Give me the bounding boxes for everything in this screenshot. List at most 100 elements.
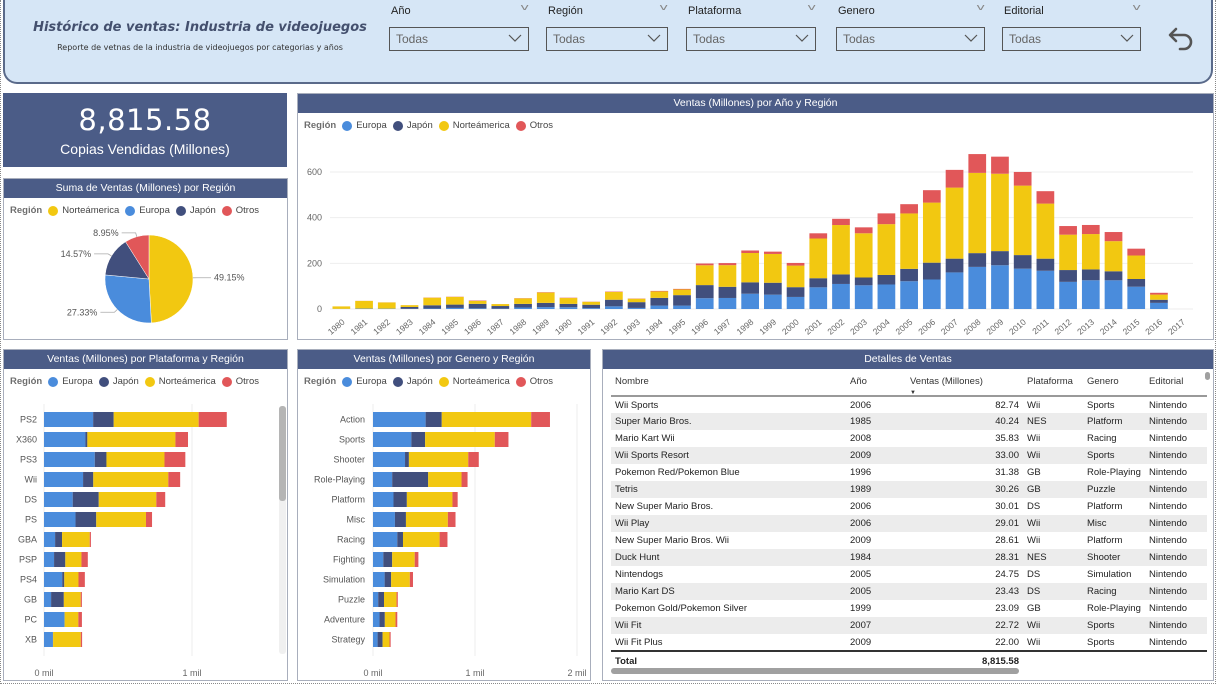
bar-segment-ps4-japn[interactable] bbox=[62, 572, 65, 587]
bar-segment-1997-japn[interactable] bbox=[718, 286, 737, 298]
bar-segment-shooter-japn[interactable] bbox=[405, 452, 409, 467]
bar-segment-1999-otros[interactable] bbox=[763, 251, 782, 254]
bar-segment-wii-europa[interactable] bbox=[44, 472, 84, 487]
bar-segment-2013-otros[interactable] bbox=[1081, 224, 1100, 235]
bar-segment-2008-otros[interactable] bbox=[968, 154, 987, 173]
legend-item-europa[interactable]: Europa bbox=[342, 120, 387, 131]
platform-chart-scrollbar-thumb[interactable] bbox=[279, 406, 286, 501]
bar-segment-strategy-nortemerica[interactable] bbox=[382, 632, 390, 647]
bar-segment-racing-japn[interactable] bbox=[397, 532, 403, 547]
legend-item-norteamerica[interactable]: Norteámerica bbox=[438, 120, 510, 131]
bar-segment-2009-nortemerica[interactable] bbox=[991, 173, 1009, 252]
bar-segment-action-otros[interactable] bbox=[531, 412, 550, 427]
bar-segment-roleplaying-nortemerica[interactable] bbox=[428, 472, 462, 487]
bar-segment-strategy-europa[interactable] bbox=[373, 632, 378, 647]
bar-segment-1996-japn[interactable] bbox=[695, 285, 714, 299]
bar-segment-2006-japn[interactable] bbox=[922, 262, 941, 280]
bar-segment-simulation-europa[interactable] bbox=[373, 572, 385, 587]
slicer-collapse-icon[interactable]: v bbox=[807, 3, 816, 13]
bar-segment-1995-otros[interactable] bbox=[673, 288, 691, 290]
bar-segment-1984-japn[interactable] bbox=[423, 305, 442, 309]
bar-segment-2016-otros[interactable] bbox=[1150, 292, 1168, 295]
bar-segment-ps2-japn[interactable] bbox=[93, 412, 114, 427]
slicer-year-dropdown[interactable]: Todas bbox=[389, 27, 529, 51]
bar-segment-1989-europa[interactable] bbox=[536, 307, 555, 309]
bar-segment-1990-nortemerica[interactable] bbox=[559, 298, 578, 304]
bar-segment-2000-nortemerica[interactable] bbox=[786, 265, 805, 288]
column-header-publisher[interactable]: Editorial bbox=[1145, 370, 1207, 397]
bar-segment-2001-europa[interactable] bbox=[809, 287, 828, 309]
bar-segment-2012-japn[interactable] bbox=[1059, 270, 1077, 282]
table-row[interactable]: Mario Kart Wii 2008 35.83 Wii Racing Nintendo bbox=[611, 430, 1207, 447]
table-row[interactable]: Nintendogs 2005 24.75 DS Simulation Nintendo bbox=[611, 566, 1207, 583]
bar-segment-adventure-japn[interactable] bbox=[379, 612, 385, 627]
bar-segment-racing-otros[interactable] bbox=[439, 532, 448, 547]
bar-segment-2002-europa[interactable] bbox=[832, 283, 850, 309]
bar-segment-ds-japn[interactable] bbox=[72, 492, 99, 507]
bar-segment-x360-europa[interactable] bbox=[44, 432, 86, 447]
bar-segment-2011-japn[interactable] bbox=[1036, 258, 1055, 271]
bar-segment-wii-otros[interactable] bbox=[168, 472, 181, 487]
bar-segment-2009-europa[interactable] bbox=[991, 265, 1009, 309]
bar-segment-1994-nortemerica[interactable] bbox=[650, 291, 669, 298]
bar-segment-1989-nortemerica[interactable] bbox=[536, 292, 555, 303]
bar-segment-roleplaying-japn[interactable] bbox=[392, 472, 429, 487]
bar-segment-2003-europa[interactable] bbox=[854, 285, 873, 309]
legend-item-japon[interactable]: Japón bbox=[392, 120, 433, 131]
bar-segment-2000-europa[interactable] bbox=[786, 296, 805, 309]
bar-segment-2014-otros[interactable] bbox=[1104, 232, 1123, 242]
bar-segment-2010-japn[interactable] bbox=[1013, 255, 1032, 269]
bar-segment-2005-nortemerica[interactable] bbox=[900, 213, 918, 269]
bar-segment-puzzle-japn[interactable] bbox=[378, 592, 385, 607]
bar-segment-2002-japn[interactable] bbox=[832, 274, 850, 284]
bar-segment-2011-europa[interactable] bbox=[1036, 270, 1055, 309]
bar-segment-xb-europa[interactable] bbox=[44, 632, 53, 647]
bar-segment-simulation-nortemerica[interactable] bbox=[391, 572, 410, 587]
bar-segment-2013-nortemerica[interactable] bbox=[1081, 234, 1100, 270]
bar-segment-1980-nortemerica[interactable] bbox=[332, 306, 351, 309]
bar-segment-ps-japn[interactable] bbox=[75, 512, 97, 527]
bar-segment-ps4-otros[interactable] bbox=[78, 572, 85, 587]
bar-segment-1993-europa[interactable] bbox=[627, 307, 646, 309]
bar-segment-1995-europa[interactable] bbox=[673, 305, 691, 309]
bar-segment-2005-otros[interactable] bbox=[900, 204, 918, 214]
table-vertical-scrollbar[interactable] bbox=[1205, 372, 1210, 380]
bar-segment-1988-japn[interactable] bbox=[514, 303, 532, 308]
bar-segment-1989-japn[interactable] bbox=[536, 302, 555, 308]
bar-segment-2014-nortemerica[interactable] bbox=[1104, 241, 1123, 272]
bar-segment-2006-europa[interactable] bbox=[922, 279, 941, 309]
bar-segment-1983-nortemerica[interactable] bbox=[400, 305, 419, 307]
slicer-collapse-icon[interactable]: v bbox=[976, 3, 985, 13]
bar-segment-action-nortemerica[interactable] bbox=[441, 412, 532, 427]
bar-segment-1994-japn[interactable] bbox=[650, 297, 669, 306]
column-header-year[interactable]: Año bbox=[846, 370, 906, 397]
bar-segment-2012-europa[interactable] bbox=[1059, 281, 1077, 309]
bar-segment-pc-nortemerica[interactable] bbox=[64, 612, 79, 627]
bar-segment-ps4-nortemerica[interactable] bbox=[64, 572, 79, 587]
bar-segment-2003-otros[interactable] bbox=[854, 227, 873, 234]
bar-segment-shooter-nortemerica[interactable] bbox=[408, 452, 469, 467]
bar-segment-2012-otros[interactable] bbox=[1059, 226, 1077, 235]
bar-segment-sports-otros[interactable] bbox=[494, 432, 509, 447]
bar-segment-gb-japn[interactable] bbox=[51, 592, 64, 607]
bar-segment-pc-europa[interactable] bbox=[44, 612, 65, 627]
bar-segment-platform-japn[interactable] bbox=[393, 492, 407, 507]
bar-segment-fighting-europa[interactable] bbox=[373, 552, 384, 567]
bar-segment-ps-nortemerica[interactable] bbox=[96, 512, 146, 527]
bar-segment-wii-nortemerica[interactable] bbox=[93, 472, 169, 487]
bar-segment-2015-nortemerica[interactable] bbox=[1127, 255, 1146, 279]
bar-segment-platform-otros[interactable] bbox=[452, 492, 458, 507]
bar-segment-1995-japn[interactable] bbox=[673, 295, 691, 306]
bar-segment-misc-japn[interactable] bbox=[394, 512, 406, 527]
bar-segment-1996-otros[interactable] bbox=[695, 263, 714, 266]
bar-segment-1986-europa[interactable] bbox=[468, 308, 487, 309]
bar-segment-roleplaying-otros[interactable] bbox=[461, 472, 468, 487]
bar-segment-roleplaying-europa[interactable] bbox=[373, 472, 393, 487]
bar-segment-ps3-japn[interactable] bbox=[94, 452, 107, 467]
bar-segment-ds-otros[interactable] bbox=[156, 492, 166, 507]
table-row[interactable]: Wii Sports 2006 82.74 Wii Sports Nintendo bbox=[611, 396, 1207, 413]
bar-segment-1993-japn[interactable] bbox=[627, 302, 646, 308]
bar-segment-1985-europa[interactable] bbox=[446, 307, 464, 309]
bar-segment-ps2-europa[interactable] bbox=[44, 412, 94, 427]
bar-segment-2013-europa[interactable] bbox=[1081, 280, 1100, 309]
